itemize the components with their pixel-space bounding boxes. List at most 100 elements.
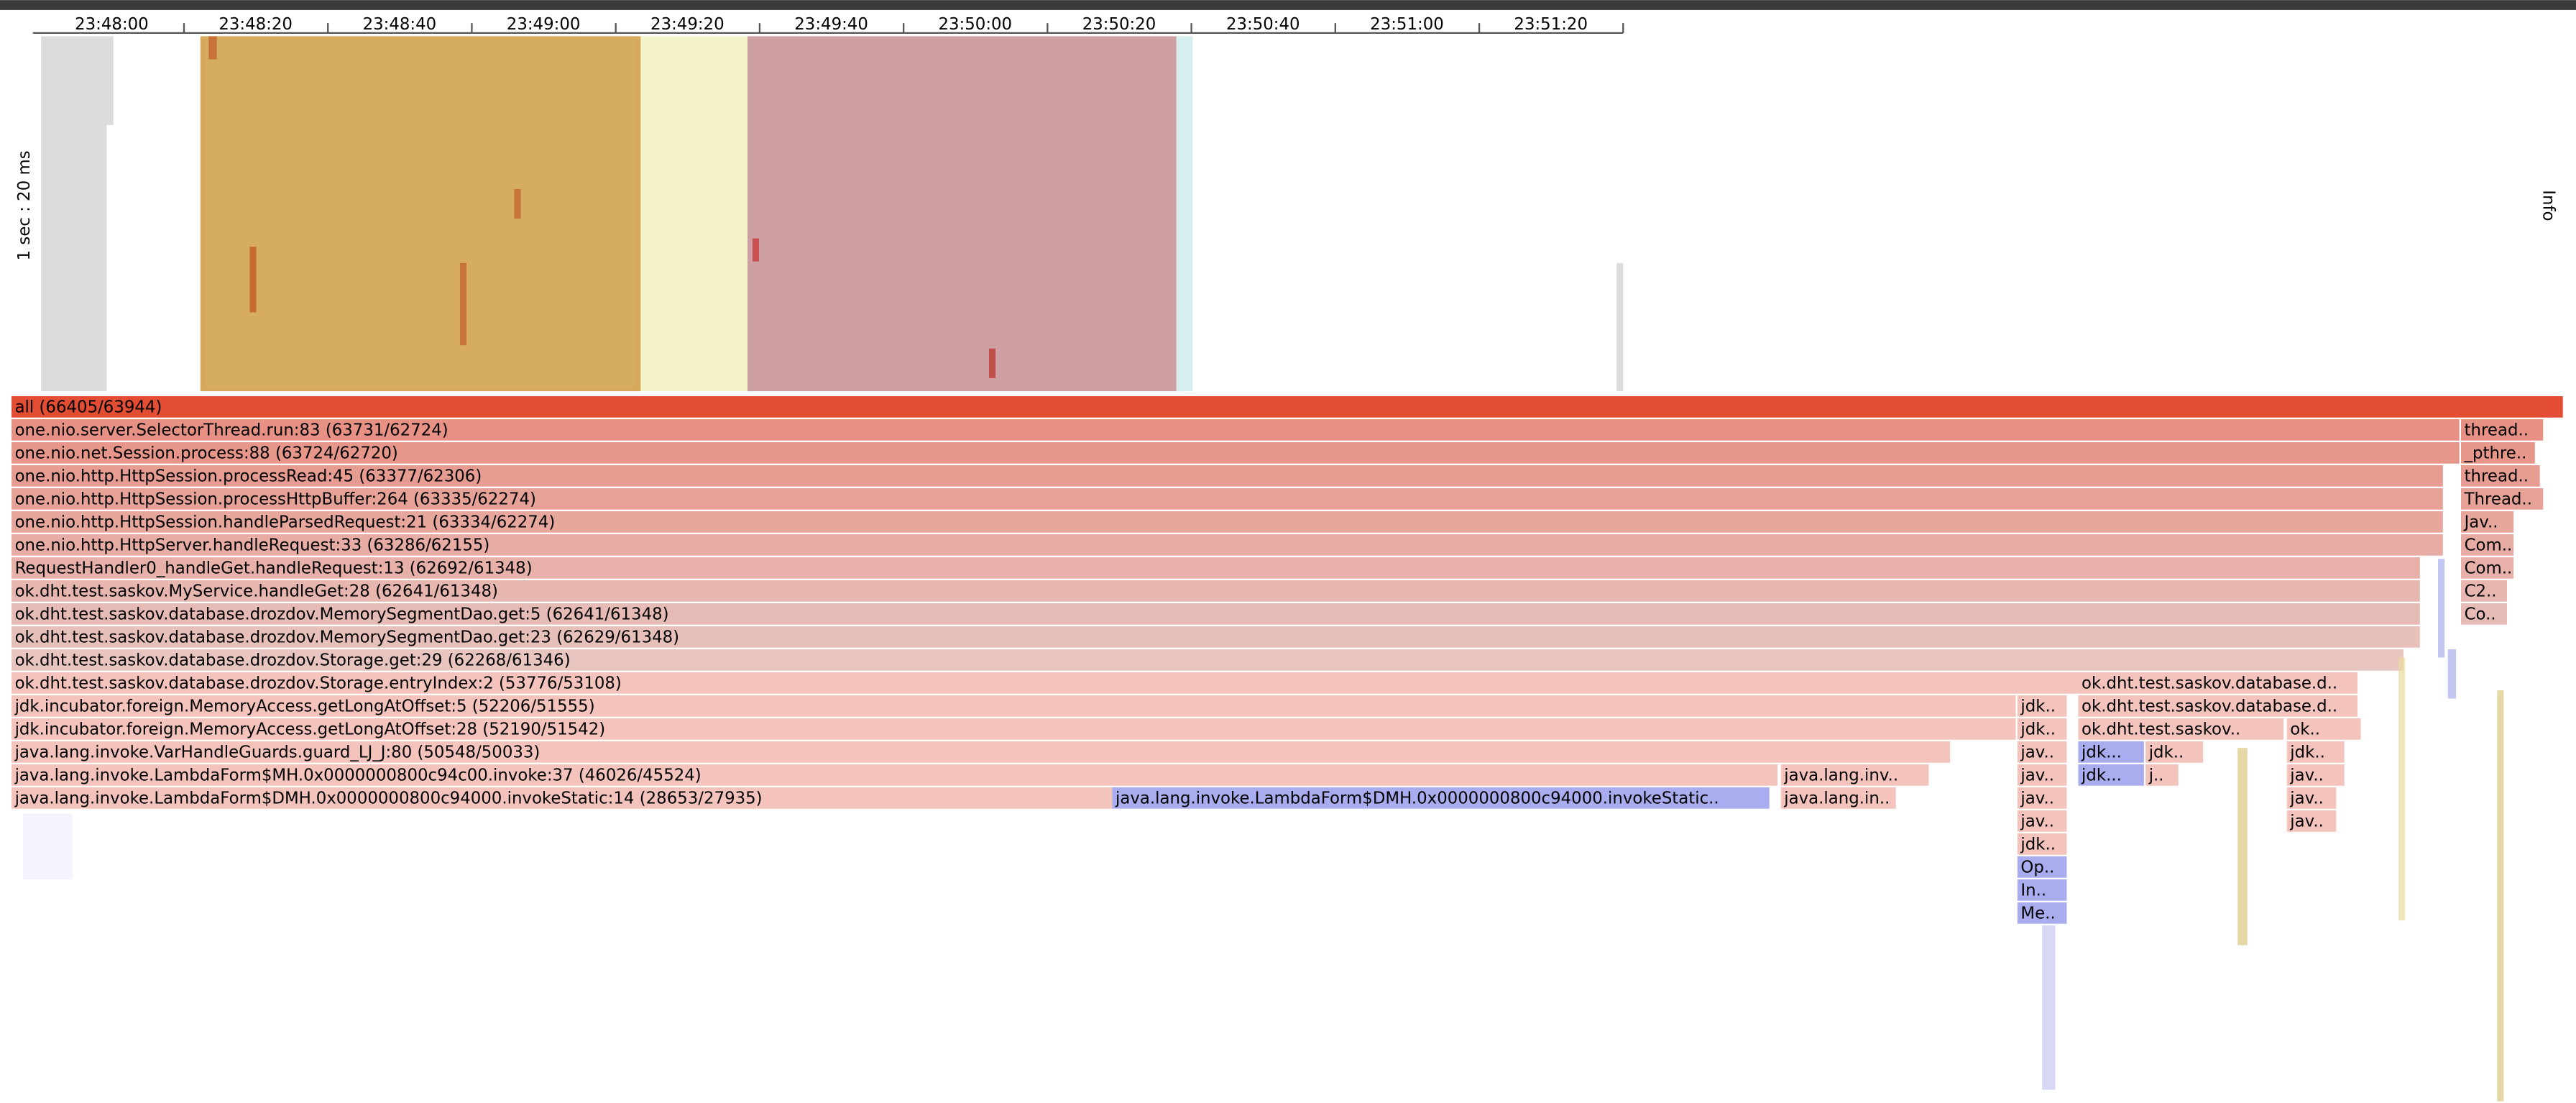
flame-frame[interactable] xyxy=(12,718,2016,740)
info-link[interactable]: Info xyxy=(2539,190,2558,221)
flame-frame[interactable] xyxy=(2017,741,2067,763)
flame-frame-label[interactable]: Com.. xyxy=(2465,536,2513,555)
flame-frame[interactable] xyxy=(2017,695,2067,717)
flame-frame[interactable] xyxy=(2078,764,2144,786)
flame-frame-label[interactable]: ok.dht.test.saskov.database.drozdov.Stor… xyxy=(15,651,571,670)
flame-frame-label[interactable]: jdk... xyxy=(2081,743,2122,761)
flame-frame[interactable] xyxy=(1112,787,1770,809)
flame-frame-label[interactable]: Op.. xyxy=(2020,859,2054,877)
flame-frame-label[interactable]: java.lang.invoke.LambdaForm$DMH.0x000000… xyxy=(14,789,763,807)
flame-frame-label[interactable]: jav.. xyxy=(2020,812,2054,830)
flame-frame-label[interactable]: thread.. xyxy=(2465,421,2529,440)
flame-frame-label[interactable]: one.nio.net.Session.process:88 (63724/62… xyxy=(15,444,398,463)
flame-frame-label[interactable]: _pthre.. xyxy=(2464,444,2527,463)
flame-frame[interactable] xyxy=(2461,488,2544,510)
flame-frame[interactable] xyxy=(2461,465,2540,487)
flame-frame-label[interactable]: jav.. xyxy=(2289,812,2324,830)
flame-frame[interactable] xyxy=(2017,810,2067,832)
flame-frame-label[interactable]: ok.dht.test.saskov.database.d.. xyxy=(2082,674,2337,693)
flame-frame-label[interactable]: jav.. xyxy=(2020,743,2054,761)
flame-frame[interactable] xyxy=(2461,603,2507,625)
flame-frame[interactable] xyxy=(12,442,2460,464)
flame-frame-label[interactable]: jdk.incubator.foreign.MemoryAccess.getLo… xyxy=(14,720,606,739)
flame-frame-label[interactable]: jav.. xyxy=(2289,766,2324,784)
flame-frame[interactable] xyxy=(2017,879,2067,901)
flame-frame[interactable] xyxy=(2017,833,2067,855)
flame-frame[interactable] xyxy=(2286,741,2345,763)
flame-frame[interactable] xyxy=(2078,718,2284,740)
flame-frame[interactable] xyxy=(12,534,2443,556)
flame-frame[interactable] xyxy=(12,695,2016,717)
flame-frame[interactable] xyxy=(2461,511,2514,533)
flame-frame-label[interactable]: one.nio.http.HttpSession.processRead:45 … xyxy=(15,467,482,486)
flame-frame[interactable] xyxy=(2286,764,2345,786)
flame-frame-label[interactable]: ok.dht.test.saskov.database.drozdov.Memo… xyxy=(15,605,669,624)
flame-frame-label[interactable]: jav.. xyxy=(2020,789,2054,807)
flame-frame-label[interactable]: java.lang.inv.. xyxy=(1783,766,1898,784)
flame-frame-label[interactable]: jdk.. xyxy=(2289,743,2325,761)
flame-frame-label[interactable]: Jav.. xyxy=(2463,513,2498,532)
flame-frame-label[interactable]: jav.. xyxy=(2289,789,2324,807)
flame-frame-label[interactable]: one.nio.http.HttpSession.processHttpBuff… xyxy=(15,490,536,509)
flame-frame-label[interactable]: java.lang.invoke.LambdaForm$DMH.0x000000… xyxy=(1115,789,1719,807)
flame-frame[interactable] xyxy=(2286,787,2337,809)
flame-frame[interactable] xyxy=(12,580,2420,602)
flame-frame-label[interactable]: jav.. xyxy=(2020,766,2054,784)
flame-frame-label[interactable]: one.nio.http.HttpServer.handleRequest:33… xyxy=(15,536,490,555)
flame-frame-label[interactable]: java.lang.invoke.LambdaForm$MH.0x0000000… xyxy=(14,766,702,784)
flame-frame[interactable] xyxy=(2286,718,2361,740)
flame-frame-label[interactable]: ok.dht.test.saskov.database.drozdov.Memo… xyxy=(15,628,680,647)
flame-frame-label[interactable]: jdk.. xyxy=(2020,720,2056,739)
flame-frame[interactable] xyxy=(2078,695,2358,717)
flame-frame[interactable] xyxy=(1780,764,1929,786)
flame-frame-label[interactable]: jdk.. xyxy=(2148,743,2184,761)
flame-frame-label[interactable]: ok.dht.test.saskov.MyService.handleGet:2… xyxy=(15,582,498,601)
flame-frame[interactable] xyxy=(12,787,1113,809)
flame-frame[interactable] xyxy=(12,603,2420,625)
flame-frame[interactable] xyxy=(2145,741,2204,763)
flame-frame[interactable] xyxy=(12,396,2563,418)
flame-frame[interactable] xyxy=(12,557,2420,579)
flame-frame-label[interactable]: jdk.. xyxy=(2020,697,2056,716)
flame-frame[interactable] xyxy=(12,488,2443,510)
flame-frame[interactable] xyxy=(12,672,2079,694)
flame-frame[interactable] xyxy=(12,741,1951,763)
flame-frame-label[interactable]: ok.. xyxy=(2290,720,2320,739)
flame-frame[interactable] xyxy=(2461,419,2544,441)
flame-frame[interactable] xyxy=(2461,442,2535,464)
flame-frame[interactable] xyxy=(2017,787,2067,809)
flame-frame-label[interactable]: one.nio.server.SelectorThread.run:83 (63… xyxy=(15,421,448,440)
flame-frame[interactable] xyxy=(12,764,1778,786)
flame-frame[interactable] xyxy=(2017,764,2067,786)
flame-frame[interactable] xyxy=(2078,672,2358,694)
flame-frame[interactable] xyxy=(12,465,2443,487)
flame-frame[interactable] xyxy=(12,626,2420,648)
flame-frame-label[interactable]: Com.. xyxy=(2465,559,2513,578)
flame-frame[interactable] xyxy=(2286,810,2337,832)
flame-frame-label[interactable]: java.lang.in.. xyxy=(1783,789,1890,807)
flame-frame-label[interactable]: ok.dht.test.saskov.. xyxy=(2082,720,2240,739)
flame-frame-label[interactable]: RequestHandler0_handleGet.handleRequest:… xyxy=(15,559,533,578)
flame-frame[interactable] xyxy=(2017,902,2067,924)
flame-frame-label[interactable]: java.lang.invoke.VarHandleGuards.guard_L… xyxy=(14,743,540,761)
flame-frame-label[interactable]: In.. xyxy=(2020,882,2046,900)
flame-frame[interactable] xyxy=(12,419,2460,441)
flame-frame[interactable] xyxy=(2017,856,2067,878)
flame-frame-label[interactable]: jdk.incubator.foreign.MemoryAccess.getLo… xyxy=(14,697,595,716)
flame-frame[interactable] xyxy=(2078,741,2144,763)
flame-frame-label[interactable]: ok.dht.test.saskov.database.d.. xyxy=(2082,697,2337,716)
flame-frame-label[interactable]: thread.. xyxy=(2465,467,2529,486)
flame-frame[interactable] xyxy=(2461,580,2507,602)
flame-frame-label[interactable]: ok.dht.test.saskov.database.drozdov.Stor… xyxy=(15,674,622,693)
flame-frame[interactable] xyxy=(2461,534,2514,556)
flame-frame-label[interactable]: Thread.. xyxy=(2464,490,2532,509)
flame-frame-label[interactable]: Co.. xyxy=(2465,605,2496,624)
flame-frame[interactable] xyxy=(1780,787,1896,809)
flame-frame-label[interactable]: one.nio.http.HttpSession.handleParsedReq… xyxy=(15,513,556,532)
flame-frame-label[interactable]: jdk.. xyxy=(2020,835,2056,853)
flame-frame-label[interactable]: Me.. xyxy=(2020,905,2055,923)
flame-frame[interactable] xyxy=(2017,718,2067,740)
flame-frame-label[interactable]: C2.. xyxy=(2465,582,2497,601)
flame-frame-label[interactable]: jdk... xyxy=(2081,766,2122,784)
flame-frame-label[interactable]: all (66405/63944) xyxy=(15,398,162,417)
